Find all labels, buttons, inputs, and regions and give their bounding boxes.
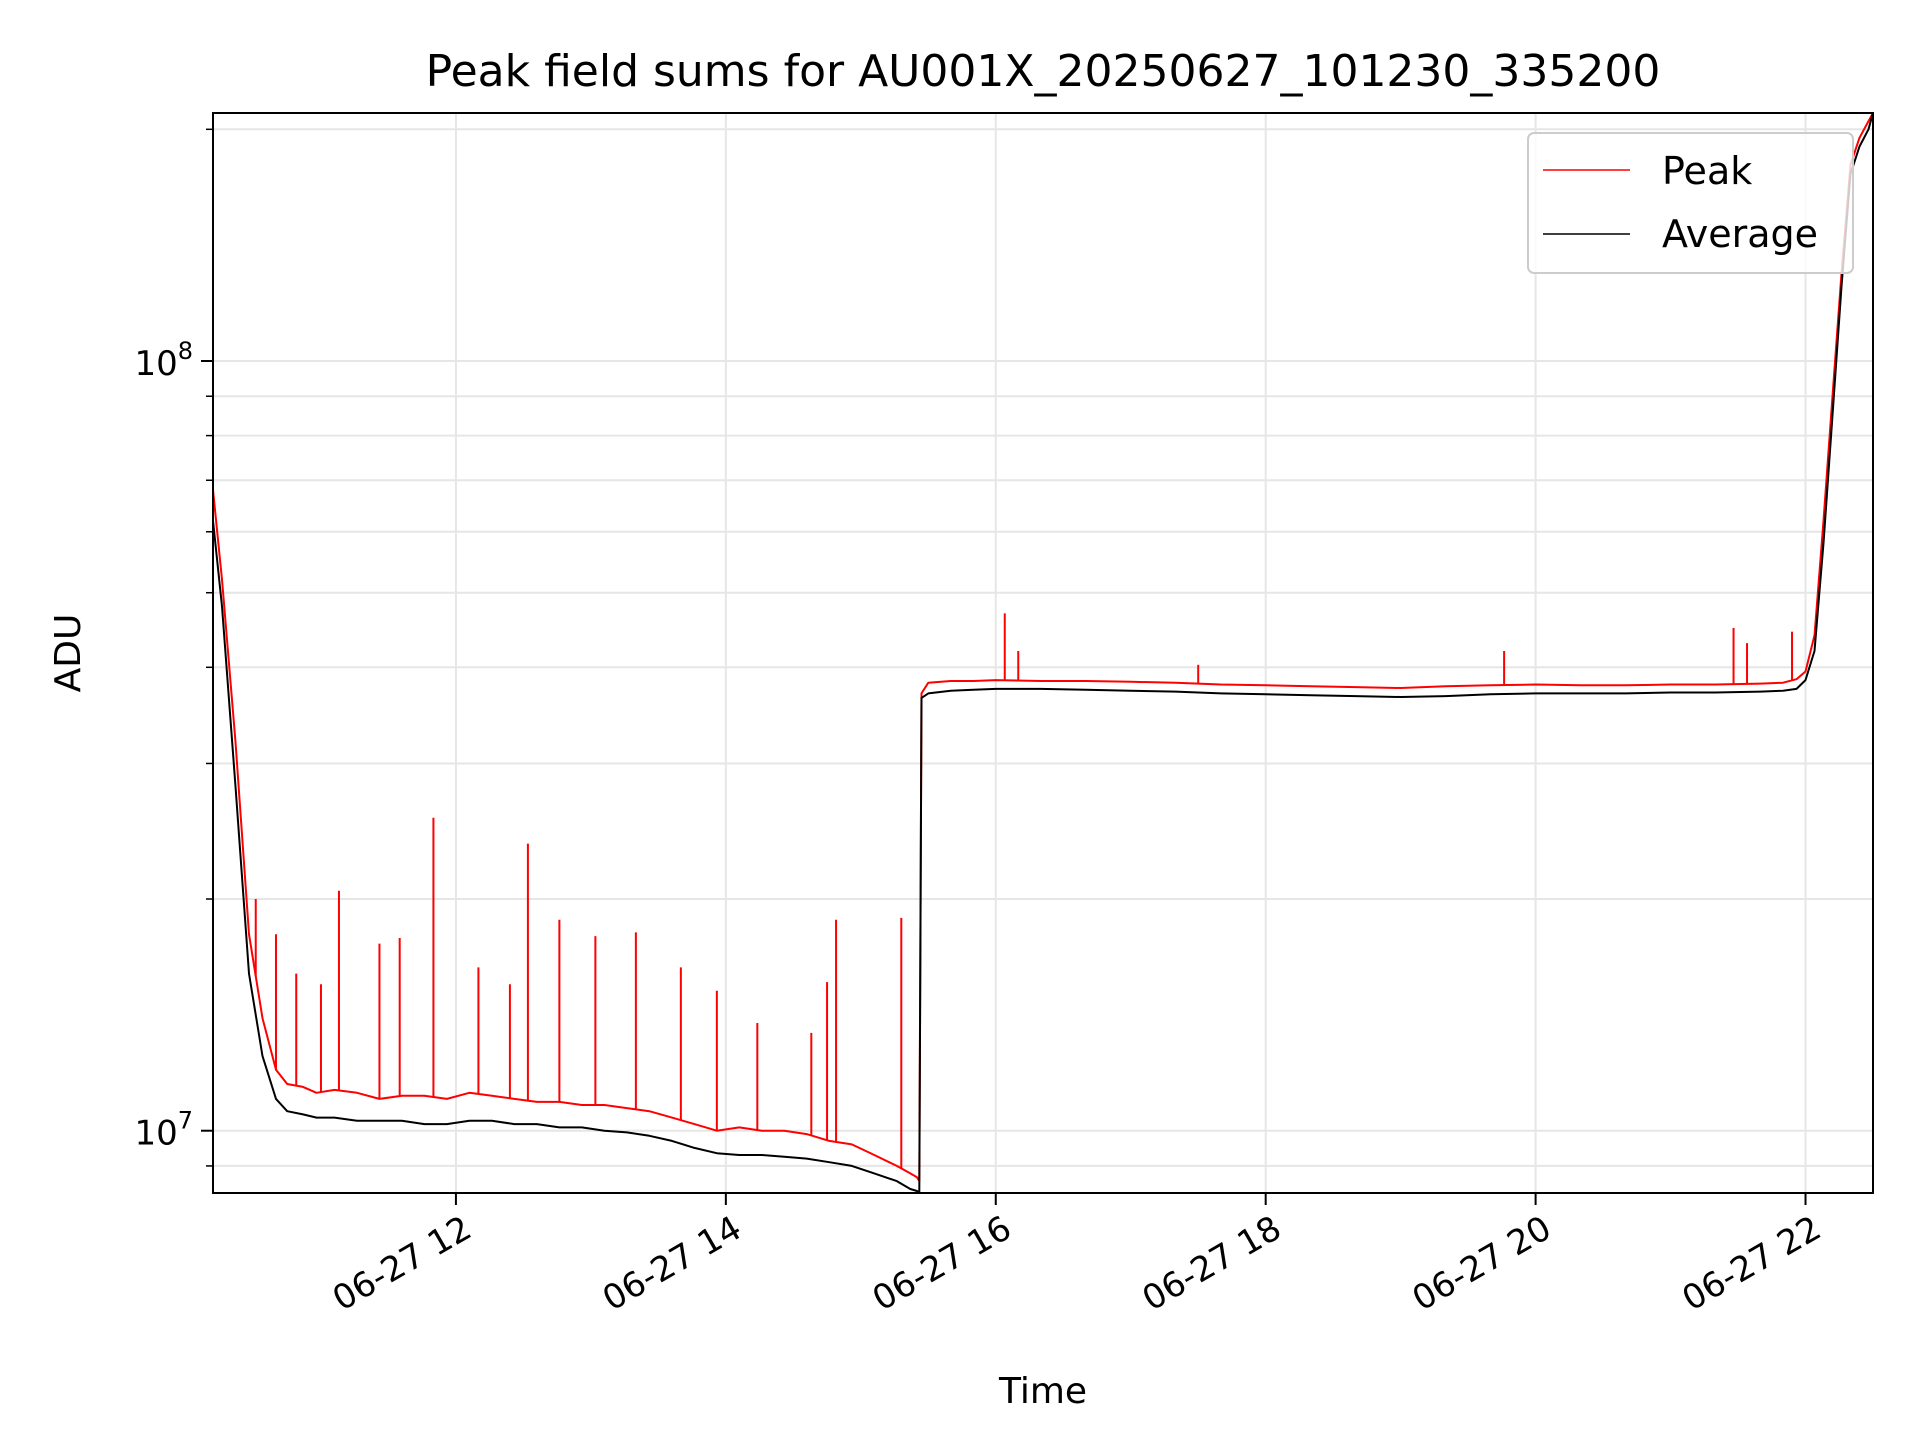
y-axis-label: ADU xyxy=(48,614,89,693)
chart-title: Peak field sums for AU001X_20250627_1012… xyxy=(426,46,1661,97)
legend-label-average: Average xyxy=(1662,212,1818,256)
y-tick-label: 107 xyxy=(134,1107,193,1154)
legend: Peak Average xyxy=(1527,132,1854,274)
x-axis-label: Time xyxy=(998,1371,1087,1412)
plot-lines xyxy=(212,112,1874,1194)
series-line-average xyxy=(212,112,1874,1194)
series-line-peak xyxy=(212,112,1874,1183)
y-tick-label: 108 xyxy=(134,337,193,384)
plot-frame xyxy=(212,112,1874,1194)
grid xyxy=(213,113,1873,1193)
legend-label-peak: Peak xyxy=(1662,149,1752,193)
legend-box xyxy=(1527,132,1854,274)
